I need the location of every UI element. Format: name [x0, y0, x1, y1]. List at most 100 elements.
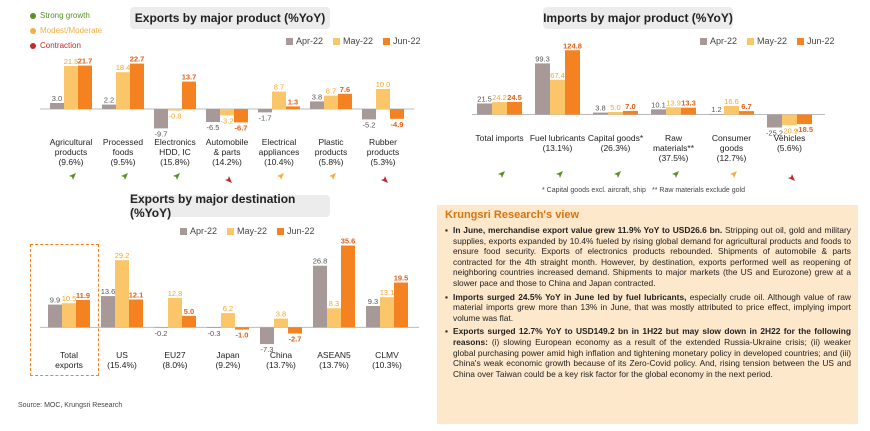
data-label: 13.1	[380, 288, 395, 297]
arrow-up-icon	[610, 171, 621, 181]
imports-product-title: Imports by major product (%YoY)	[543, 7, 733, 29]
bar-may-22	[492, 102, 507, 115]
arrow-down-icon	[222, 173, 232, 183]
data-label: 3.8	[276, 310, 286, 319]
data-label: -1.0	[236, 331, 249, 340]
data-label: -6.7	[235, 123, 248, 132]
category-label: Processed foods (9.5%)	[102, 137, 144, 167]
data-label: 3.8	[312, 92, 322, 101]
arrow-up-icon	[326, 173, 336, 183]
category-label: Electrical appliances (10.4%)	[258, 137, 300, 167]
data-label: 9.9	[50, 296, 60, 305]
data-label: 99.3	[535, 54, 550, 63]
arrow-down-icon	[784, 171, 795, 181]
bar-apr-22	[258, 109, 272, 113]
bar-apr-22	[313, 265, 327, 328]
bar-apr-22	[362, 109, 376, 120]
legend-jun: Jun-22	[277, 226, 315, 236]
data-label: 67.4	[550, 71, 565, 80]
key-strong-label: Strong growth	[40, 11, 90, 20]
growth-key: Strong growth Modest/Moderate Contractio…	[30, 8, 102, 53]
bar-may-22	[168, 297, 182, 328]
data-label: 12.8	[168, 289, 183, 298]
data-label: 13.7	[182, 73, 197, 82]
total-exports-highlight	[30, 244, 99, 376]
category-label: Total exports	[55, 350, 83, 370]
capital-goods-note: * Capital goods excl. aircraft, ship	[542, 187, 646, 194]
data-label: 21.5	[477, 94, 492, 103]
bar-jun-22	[623, 110, 638, 115]
orange-dot-icon	[30, 27, 36, 34]
bar-apr-22	[310, 101, 324, 109]
legend-may: May-22	[227, 226, 267, 236]
exports-product-title: Exports by major product (%YoY)	[130, 7, 330, 29]
exports-destination-title: Exports by major destination (%YoY)	[130, 192, 330, 220]
arrow-up-icon	[726, 171, 737, 181]
bar-may-22	[220, 109, 234, 116]
bar-apr-22	[50, 103, 64, 109]
bar-jun-22	[681, 107, 696, 115]
data-label: 8.3	[329, 299, 339, 308]
category-label: Vehicles (5.6%)	[773, 133, 806, 153]
data-label: 5.0	[184, 307, 194, 316]
data-label: 11.9	[76, 291, 90, 300]
legend-apr: Apr-22	[180, 226, 217, 236]
category-label: Automobile & parts (14.2%)	[205, 137, 249, 167]
bar-apr-22	[260, 327, 274, 345]
bar-may-22	[274, 318, 288, 328]
bar-jun-22	[78, 65, 92, 109]
arrow-up-icon	[118, 173, 128, 183]
data-label: 3.8	[595, 104, 605, 113]
bar-may-22	[724, 105, 739, 115]
key-contraction: Contraction	[30, 38, 102, 53]
data-label: -1.7	[259, 113, 272, 122]
bar-jun-22	[394, 282, 408, 328]
bar-may-22	[550, 79, 565, 115]
bar-apr-22	[154, 327, 168, 328]
arrow-up-icon	[668, 171, 679, 181]
bar-jun-22	[507, 101, 522, 115]
data-label: -4.9	[391, 120, 404, 129]
bar-jun-22	[76, 299, 90, 328]
bar-apr-22	[593, 112, 608, 115]
arrow-up-icon	[66, 173, 76, 183]
bar-apr-22	[535, 63, 550, 115]
arrow-up-icon	[170, 173, 180, 183]
data-label: 24.2	[492, 93, 507, 102]
bar-jun-22	[234, 109, 248, 123]
category-label: Total imports	[475, 133, 524, 143]
data-label: 21.5	[64, 57, 79, 66]
key-contraction-label: Contraction	[40, 41, 81, 50]
view-title: Krungsri Research's view	[445, 209, 580, 221]
bar-may-22	[64, 66, 78, 109]
data-label: -20.9	[781, 126, 798, 135]
data-label: 1.3	[288, 97, 298, 106]
bar-jun-22	[130, 63, 144, 109]
chart3-legend: Apr-22 May-22 Jun-22	[180, 226, 315, 236]
legend-apr: Apr-22	[286, 36, 323, 46]
category-label: Raw materials** (37.5%)	[652, 133, 695, 163]
data-label: 22.7	[130, 55, 145, 64]
data-label: 13.9	[666, 98, 681, 107]
bar-may-22	[666, 107, 681, 115]
bar-apr-22	[767, 114, 782, 128]
view-bullet-outlook: Exports surged 12.7% YoY to USD149.2 bn …	[445, 326, 851, 379]
data-label: 35.6	[341, 237, 356, 246]
bar-jun-22	[182, 315, 196, 328]
data-label: 3.0	[52, 94, 62, 103]
data-label: -0.2	[155, 329, 168, 338]
legend-jun: Jun-22	[383, 36, 421, 46]
legend-may: May-22	[333, 36, 373, 46]
legend-jun: Jun-22	[797, 36, 835, 46]
data-label: -3.2	[221, 116, 234, 125]
category-label: Rubber products (5.3%)	[366, 137, 400, 167]
data-label: -7.3	[261, 345, 274, 354]
category-label: Consumer goods (12.7%)	[711, 133, 752, 163]
bar-may-22	[376, 89, 390, 109]
category-label: EU27 (8.0%)	[162, 350, 188, 370]
bar-apr-22	[709, 113, 724, 115]
bar-may-22	[168, 109, 182, 111]
bar-apr-22	[154, 109, 168, 129]
arrow-up-icon	[274, 173, 284, 183]
